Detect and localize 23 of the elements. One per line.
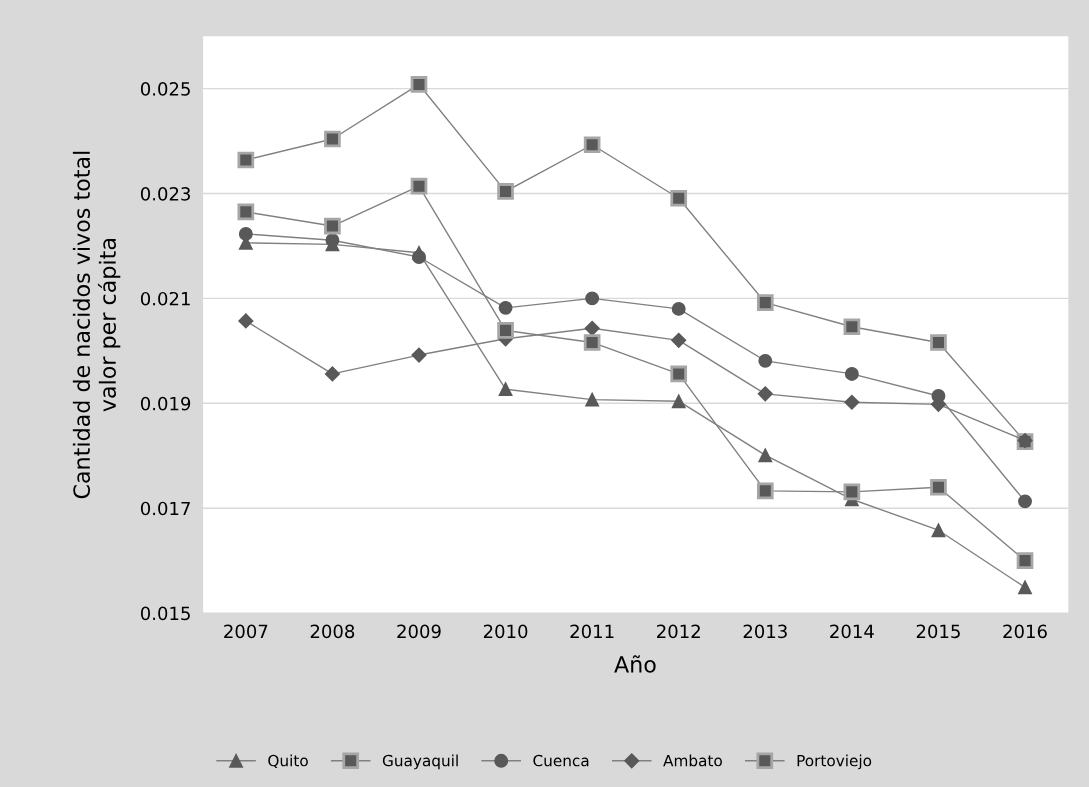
x-tick-label: 2012 bbox=[657, 624, 700, 639]
x-tick-label: 2015 bbox=[916, 624, 960, 639]
y-tick-label: 0.025 bbox=[140, 82, 190, 96]
legend-label: Ambato bbox=[663, 754, 722, 767]
x-tick-label: 2009 bbox=[397, 624, 441, 639]
x-tick-label: 2014 bbox=[830, 624, 874, 639]
legend-label: Guayaquil bbox=[382, 754, 458, 770]
y-tick-label: 0.021 bbox=[140, 291, 190, 306]
legend-label: Portoviejo bbox=[797, 754, 872, 770]
y-tick-label: 0.017 bbox=[140, 501, 190, 516]
x-tick-label: 2016 bbox=[1003, 624, 1047, 639]
y-axis-title: Cantidad de nacidos vivos total valor per cápita bbox=[72, 151, 121, 499]
x-axis-title: Año bbox=[614, 655, 656, 673]
legend-label: Quito bbox=[268, 754, 308, 769]
legend-label: Cuenca bbox=[533, 754, 589, 767]
x-tick-label: 2013 bbox=[743, 624, 787, 639]
x-tick-label: 2010 bbox=[483, 624, 528, 639]
y-tick-label: 0.019 bbox=[140, 396, 191, 411]
y-tick-label: 0.023 bbox=[140, 186, 190, 201]
x-tick-label: 2008 bbox=[310, 624, 355, 639]
y-tick-label: 0.015 bbox=[140, 606, 190, 621]
x-tick-label: 2011 bbox=[570, 624, 614, 639]
x-tick-label: 2007 bbox=[224, 624, 268, 639]
